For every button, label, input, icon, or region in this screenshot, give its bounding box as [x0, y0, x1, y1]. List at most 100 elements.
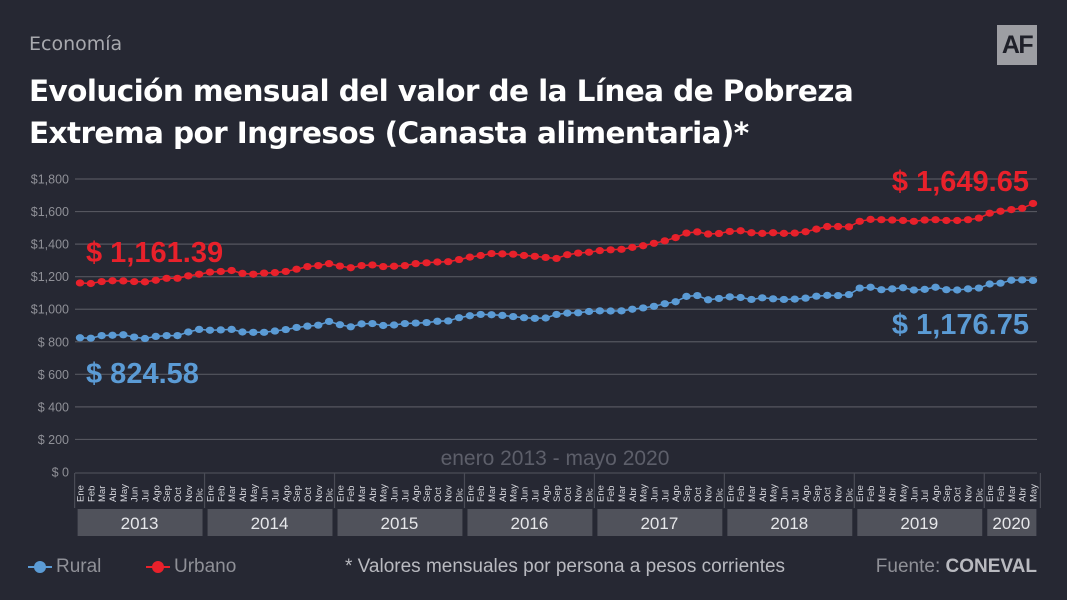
month-tick-label: Ago — [801, 485, 812, 502]
data-point — [487, 249, 496, 258]
month-tick-label: Feb — [996, 486, 1007, 502]
data-point — [216, 267, 225, 276]
data-point — [877, 216, 886, 224]
data-point — [725, 227, 734, 236]
data-point — [259, 269, 269, 277]
month-tick-label: Oct — [433, 487, 444, 502]
data-point — [476, 251, 485, 260]
series-urbano — [75, 199, 1038, 288]
data-point — [324, 317, 334, 326]
data-point — [205, 326, 215, 334]
data-point — [595, 247, 605, 255]
data-point — [963, 216, 973, 224]
data-point — [952, 216, 962, 225]
data-point — [249, 328, 258, 336]
data-point — [75, 279, 85, 287]
month-tick-label: Sep — [552, 485, 563, 502]
data-point — [693, 291, 702, 300]
data-point — [638, 242, 648, 250]
data-point — [194, 325, 204, 334]
month-tick-label: Mar — [227, 486, 238, 502]
data-point — [779, 295, 789, 304]
data-point — [487, 311, 496, 319]
data-point — [454, 314, 464, 322]
data-point — [606, 246, 615, 254]
data-point — [129, 277, 139, 286]
data-point — [1028, 276, 1038, 285]
data-point — [920, 285, 929, 293]
data-point — [920, 216, 929, 224]
data-point — [628, 243, 637, 251]
y-tick-label: $1,000 — [31, 303, 69, 317]
data-point — [303, 322, 312, 330]
data-point — [227, 266, 236, 275]
month-tick-label: Ago — [931, 485, 942, 502]
data-point — [779, 229, 789, 237]
data-point — [693, 228, 702, 236]
data-point — [638, 304, 648, 312]
data-point — [541, 314, 550, 322]
month-tick-label: Dic — [714, 488, 725, 502]
data-point — [1017, 276, 1027, 284]
data-point — [508, 250, 518, 258]
month-tick-label: Mar — [747, 486, 758, 502]
data-point — [119, 277, 128, 285]
rural-line-marker-icon — [28, 560, 52, 574]
data-point — [942, 216, 951, 225]
data-point — [703, 296, 713, 304]
month-tick-label: Sep — [812, 485, 823, 502]
data-point — [898, 284, 908, 292]
data-point — [768, 295, 778, 303]
month-tick-label: May — [379, 484, 390, 502]
data-point — [389, 262, 399, 270]
data-point — [184, 328, 193, 336]
month-tick-label: Nov — [834, 485, 845, 502]
data-point — [660, 300, 669, 308]
data-point — [552, 254, 561, 263]
month-tick-label: Ago — [671, 485, 682, 502]
data-point — [400, 319, 410, 328]
urbano-line-marker-icon — [146, 560, 170, 574]
month-tick-label: Jun — [520, 487, 531, 502]
data-point — [379, 321, 388, 330]
data-point — [422, 318, 431, 327]
data-point — [368, 261, 377, 269]
year-box — [207, 509, 333, 536]
y-tick-label: $1,400 — [31, 238, 69, 252]
y-tick-label: $ 400 — [38, 400, 69, 414]
data-point — [573, 309, 583, 317]
month-tick-label: Nov — [704, 485, 715, 502]
data-point — [552, 310, 561, 319]
data-point — [238, 269, 247, 278]
data-point — [541, 253, 550, 262]
data-point — [985, 280, 994, 288]
data-point — [379, 262, 388, 271]
month-tick-label: Ene — [76, 485, 87, 502]
data-point — [812, 225, 821, 233]
month-tick-label: Oct — [563, 487, 574, 502]
data-point — [216, 326, 225, 334]
month-tick-label: Jun — [779, 487, 790, 502]
year-label: 2016 — [511, 514, 549, 533]
month-tick-label: Jun — [649, 487, 660, 502]
data-point — [963, 285, 973, 293]
data-point — [184, 272, 193, 280]
data-point — [108, 277, 117, 285]
month-tick-label: Dic — [584, 488, 595, 502]
data-point — [519, 314, 529, 322]
year-box — [727, 509, 853, 536]
data-point — [270, 268, 280, 277]
year-box — [337, 509, 463, 536]
month-tick-label: Sep — [682, 485, 693, 502]
month-tick-label: Oct — [953, 487, 964, 502]
data-point — [714, 229, 724, 238]
data-point — [909, 217, 919, 225]
data-point — [422, 259, 431, 267]
month-tick-label: Feb — [606, 486, 617, 502]
series-rural — [75, 276, 1038, 343]
data-point — [281, 267, 290, 276]
data-point — [866, 283, 875, 291]
month-tick-label: Sep — [942, 485, 953, 502]
month-tick-label: Ago — [541, 485, 552, 502]
data-point — [335, 262, 345, 270]
